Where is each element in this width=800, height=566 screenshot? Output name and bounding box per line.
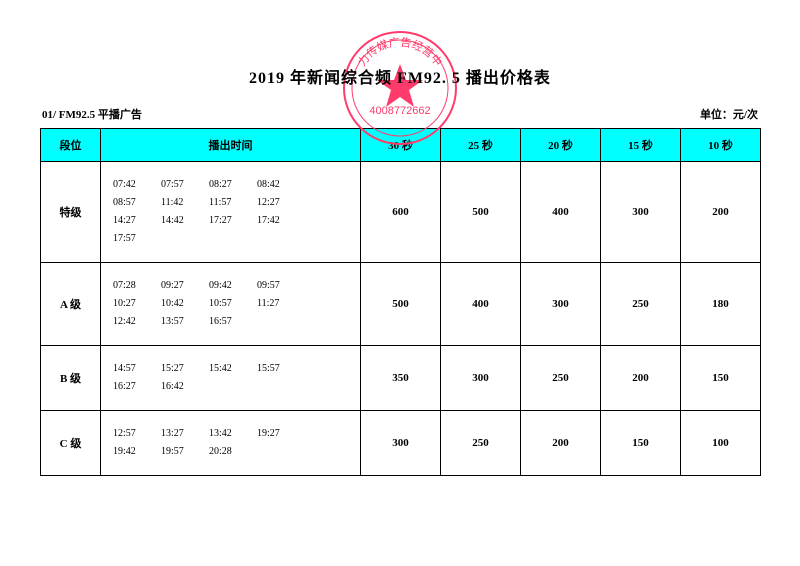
time-value: 16:27 — [113, 378, 161, 396]
page: 力传媒广告经营中 4008772662 2019 年新闻综合频 FM92. 5 … — [0, 0, 800, 566]
time-value: 17:57 — [113, 230, 161, 248]
table-header-row: 段位 播出时间 30 秒 25 秒 20 秒 15 秒 10 秒 — [41, 129, 761, 162]
col-30s: 30 秒 — [361, 129, 441, 162]
cell-times: 14:5715:2715:4215:57 16:2716:42 — [101, 346, 361, 411]
time-value: 16:57 — [209, 313, 257, 331]
col-25s: 25 秒 — [441, 129, 521, 162]
time-value: 16:42 — [161, 378, 209, 396]
table-row: B 级14:5715:2715:4215:5716:2716:423503002… — [41, 346, 761, 411]
time-value: 07:28 — [113, 277, 161, 295]
col-level: 段位 — [41, 129, 101, 162]
time-value: 13:57 — [161, 313, 209, 331]
time-value: 12:42 — [113, 313, 161, 331]
time-value: 12:27 — [257, 194, 305, 212]
cell-p20: 200 — [521, 411, 601, 476]
cell-p30: 500 — [361, 263, 441, 346]
cell-p20: 300 — [521, 263, 601, 346]
cell-p10: 150 — [681, 346, 761, 411]
cell-p20: 400 — [521, 162, 601, 263]
time-value: 08:42 — [257, 176, 305, 194]
col-10s: 10 秒 — [681, 129, 761, 162]
cell-p15: 150 — [601, 411, 681, 476]
time-value: 10:57 — [209, 295, 257, 313]
subtitle-row: 01/ FM92.5 平播广告 单位：元/次 — [40, 106, 760, 122]
cell-p30: 300 — [361, 411, 441, 476]
cell-times: 07:2809:2709:4209:57 10:2710:4210:5711:27… — [101, 263, 361, 346]
cell-p10: 200 — [681, 162, 761, 263]
time-value: 08:27 — [209, 176, 257, 194]
cell-level: A 级 — [41, 263, 101, 346]
col-15s: 15 秒 — [601, 129, 681, 162]
time-value: 15:42 — [209, 360, 257, 378]
time-value: 09:57 — [257, 277, 305, 295]
cell-p25: 300 — [441, 346, 521, 411]
time-value: 19:57 — [161, 443, 209, 461]
time-value: 11:42 — [161, 194, 209, 212]
time-value: 13:42 — [209, 425, 257, 443]
cell-p20: 250 — [521, 346, 601, 411]
cell-times: 07:4207:5708:2708:42 08:5711:4211:5712:27… — [101, 162, 361, 263]
time-value: 14:57 — [113, 360, 161, 378]
cell-p15: 300 — [601, 162, 681, 263]
col-times: 播出时间 — [101, 129, 361, 162]
cell-level: C 级 — [41, 411, 101, 476]
time-value: 15:57 — [257, 360, 305, 378]
cell-p15: 200 — [601, 346, 681, 411]
time-value: 10:27 — [113, 295, 161, 313]
time-value: 12:57 — [113, 425, 161, 443]
time-value: 17:27 — [209, 212, 257, 230]
time-value: 20:28 — [209, 443, 257, 461]
cell-p25: 250 — [441, 411, 521, 476]
time-value: 09:42 — [209, 277, 257, 295]
col-20s: 20 秒 — [521, 129, 601, 162]
time-value: 17:42 — [257, 212, 305, 230]
time-value: 13:27 — [161, 425, 209, 443]
cell-level: B 级 — [41, 346, 101, 411]
subtitle-left: 01/ FM92.5 平播广告 — [42, 106, 142, 122]
table-row: C 级 12:5713:2713:4219:27 19:4219:5720:28 30… — [41, 411, 761, 476]
cell-p25: 500 — [441, 162, 521, 263]
cell-p10: 180 — [681, 263, 761, 346]
cell-p25: 400 — [441, 263, 521, 346]
time-value: 11:27 — [257, 295, 305, 313]
cell-times: 12:5713:2713:4219:27 19:4219:5720:28 — [101, 411, 361, 476]
cell-p30: 600 — [361, 162, 441, 263]
time-value: 15:27 — [161, 360, 209, 378]
time-value: 07:42 — [113, 176, 161, 194]
time-value: 09:27 — [161, 277, 209, 295]
page-title: 2019 年新闻综合频 FM92. 5 播出价格表 — [40, 64, 760, 88]
time-value: 19:42 — [113, 443, 161, 461]
subtitle-right: 单位：元/次 — [700, 106, 758, 122]
time-value: 10:42 — [161, 295, 209, 313]
cell-p10: 100 — [681, 411, 761, 476]
time-value: 08:57 — [113, 194, 161, 212]
table-row: A 级 07:2809:2709:4209:57 10:2710:4210:5711… — [41, 263, 761, 346]
table-row: 特级 07:4207:5708:2708:42 08:5711:4211:5712:… — [41, 162, 761, 263]
time-value: 14:42 — [161, 212, 209, 230]
time-value: 07:57 — [161, 176, 209, 194]
cell-p15: 250 — [601, 263, 681, 346]
time-value: 14:27 — [113, 212, 161, 230]
time-value: 19:27 — [257, 425, 305, 443]
time-value: 11:57 — [209, 194, 257, 212]
cell-level: 特级 — [41, 162, 101, 263]
cell-p30: 350 — [361, 346, 441, 411]
price-table: 段位 播出时间 30 秒 25 秒 20 秒 15 秒 10 秒 特级07:42… — [40, 128, 761, 476]
